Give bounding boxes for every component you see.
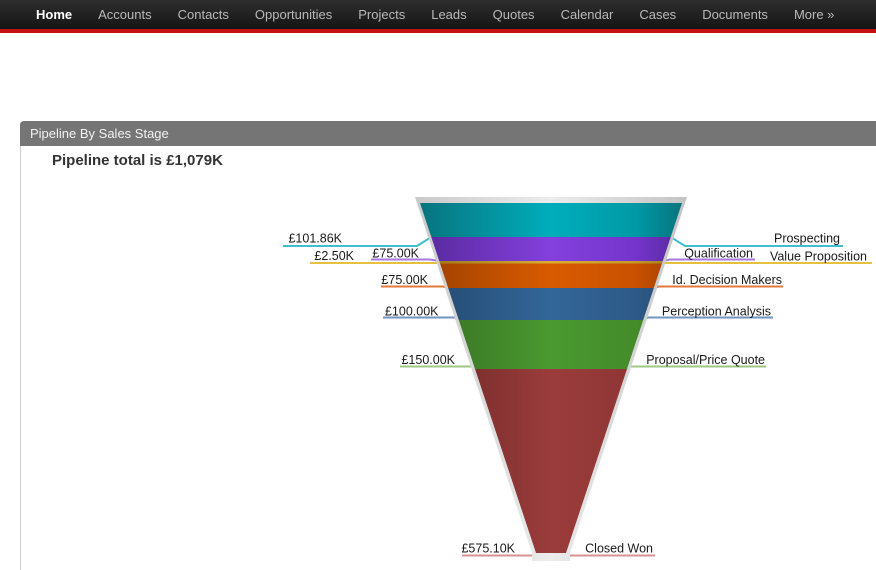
nav-item-more[interactable]: More » [793,7,835,22]
funnel-value-label-id-decision-makers: £75.00K [381,273,428,287]
funnel-stage-label-value-proposition: Value Proposition [770,250,867,264]
funnel-segment-perception-analysis[interactable] [448,288,654,320]
nav-item-quotes[interactable]: Quotes [492,7,535,22]
funnel-value-label-prospecting: £101.86K [288,232,342,246]
funnel-stage-label-prospecting: Prospecting [774,232,840,246]
funnel-segment-closed-won[interactable] [475,369,627,553]
funnel-segment-value-proposition[interactable] [439,261,663,264]
funnel-value-label-value-proposition: £2.50K [314,249,354,263]
funnel-segment-prospecting[interactable] [420,203,682,237]
funnel-stage-label-qualification: Qualification [684,247,753,261]
funnel-segment-proposal-price-quote[interactable] [458,320,644,369]
pipeline-funnel-chart: £101.86K Prospecting £75.00K Qualification £… [283,197,872,561]
nav-item-calendar[interactable]: Calendar [560,7,614,22]
nav-list: Home Accounts Contacts Opportunities Pro… [0,0,876,29]
funnel-value-label-perception-analysis: £100.00K [385,305,439,319]
funnel-value-label-closed-won: £575.10K [461,542,515,556]
funnel-value-label-proposal-price-quote: £150.00K [401,353,455,367]
funnel-callout-line-prospecting [670,236,843,247]
funnel-callout-line-prospecting [283,236,432,247]
funnel-stage-label-perception-analysis: Perception Analysis [662,305,771,319]
nav-item-accounts[interactable]: Accounts [98,7,152,22]
nav-item-leads[interactable]: Leads [431,7,467,22]
nav-item-cases[interactable]: Cases [639,7,677,22]
funnel-stage-label-id-decision-makers: Id. Decision Makers [672,273,782,287]
nav-item-home[interactable]: Home [36,7,73,22]
nav-item-contacts[interactable]: Contacts [177,7,229,22]
nav-item-projects[interactable]: Projects [358,7,406,22]
nav-item-documents[interactable]: Documents [702,7,768,22]
funnel-stage-label-closed-won: Closed Won [585,542,653,556]
dashlet-header[interactable]: Pipeline By Sales Stage [20,121,876,146]
funnel-segment-qualification[interactable] [431,237,671,261]
nav-item-opportunities[interactable]: Opportunities [254,7,333,22]
funnel-value-label-qualification: £75.00K [372,247,419,261]
funnel-segment-id-decision-makers[interactable] [440,263,662,289]
pipeline-total-heading: Pipeline total is £1,079K [52,152,223,169]
funnel-stage-label-proposal-price-quote: Proposal/Price Quote [646,353,765,367]
dashlet-title: Pipeline By Sales Stage [30,126,169,141]
main-nav: Home Accounts Contacts Opportunities Pro… [0,0,876,33]
